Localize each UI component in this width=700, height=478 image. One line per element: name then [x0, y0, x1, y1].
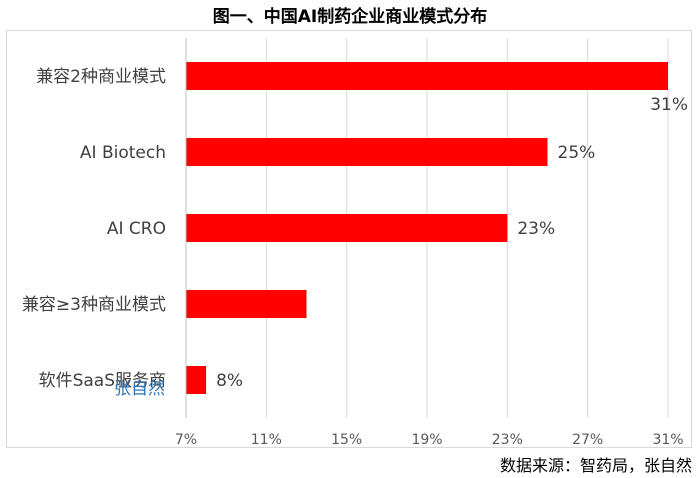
chart-title: 图一、中国AI制药企业商业模式分布 [212, 7, 488, 27]
value-label: 31% [650, 95, 688, 115]
category-label: 兼容2种商业模式 [36, 67, 166, 87]
chart-frame [6, 30, 692, 448]
value-label: 8% [216, 371, 243, 391]
x-tick-label: 31% [652, 432, 683, 448]
bar [186, 214, 508, 242]
value-label: 23% [517, 219, 555, 239]
category-label: 兼容≥3种商业模式 [22, 295, 166, 315]
category-labels: 兼容2种商业模式 AI Biotech AI CRO 兼容≥3种商业模式软件SaaS服… [22, 67, 166, 391]
bar [186, 366, 207, 394]
bars [186, 62, 668, 394]
category-label: AI Biotech [80, 143, 166, 163]
value-labels: 31% 25% 23% 8% [216, 95, 688, 391]
value-label: 25% [558, 143, 596, 163]
source-note: 数据来源：智药局，张自然 [499, 456, 692, 475]
x-tick-label: 7% [175, 432, 197, 448]
x-tick-label: 15% [331, 432, 362, 448]
category-label: AI CRO [107, 219, 166, 239]
bar [186, 138, 548, 166]
x-tick-labels: 7% 11% 15% 19% 23% 27% 31% [175, 432, 684, 448]
x-tick-label: 27% [572, 432, 603, 448]
watermark: 张自然 [114, 379, 165, 399]
bar [186, 290, 307, 318]
bar [186, 62, 668, 90]
x-tick-label: 19% [411, 432, 442, 448]
x-tick-label: 23% [492, 432, 523, 448]
category-label: 软件SaaS服务商 [39, 371, 166, 391]
x-tick-label: 11% [251, 432, 282, 448]
